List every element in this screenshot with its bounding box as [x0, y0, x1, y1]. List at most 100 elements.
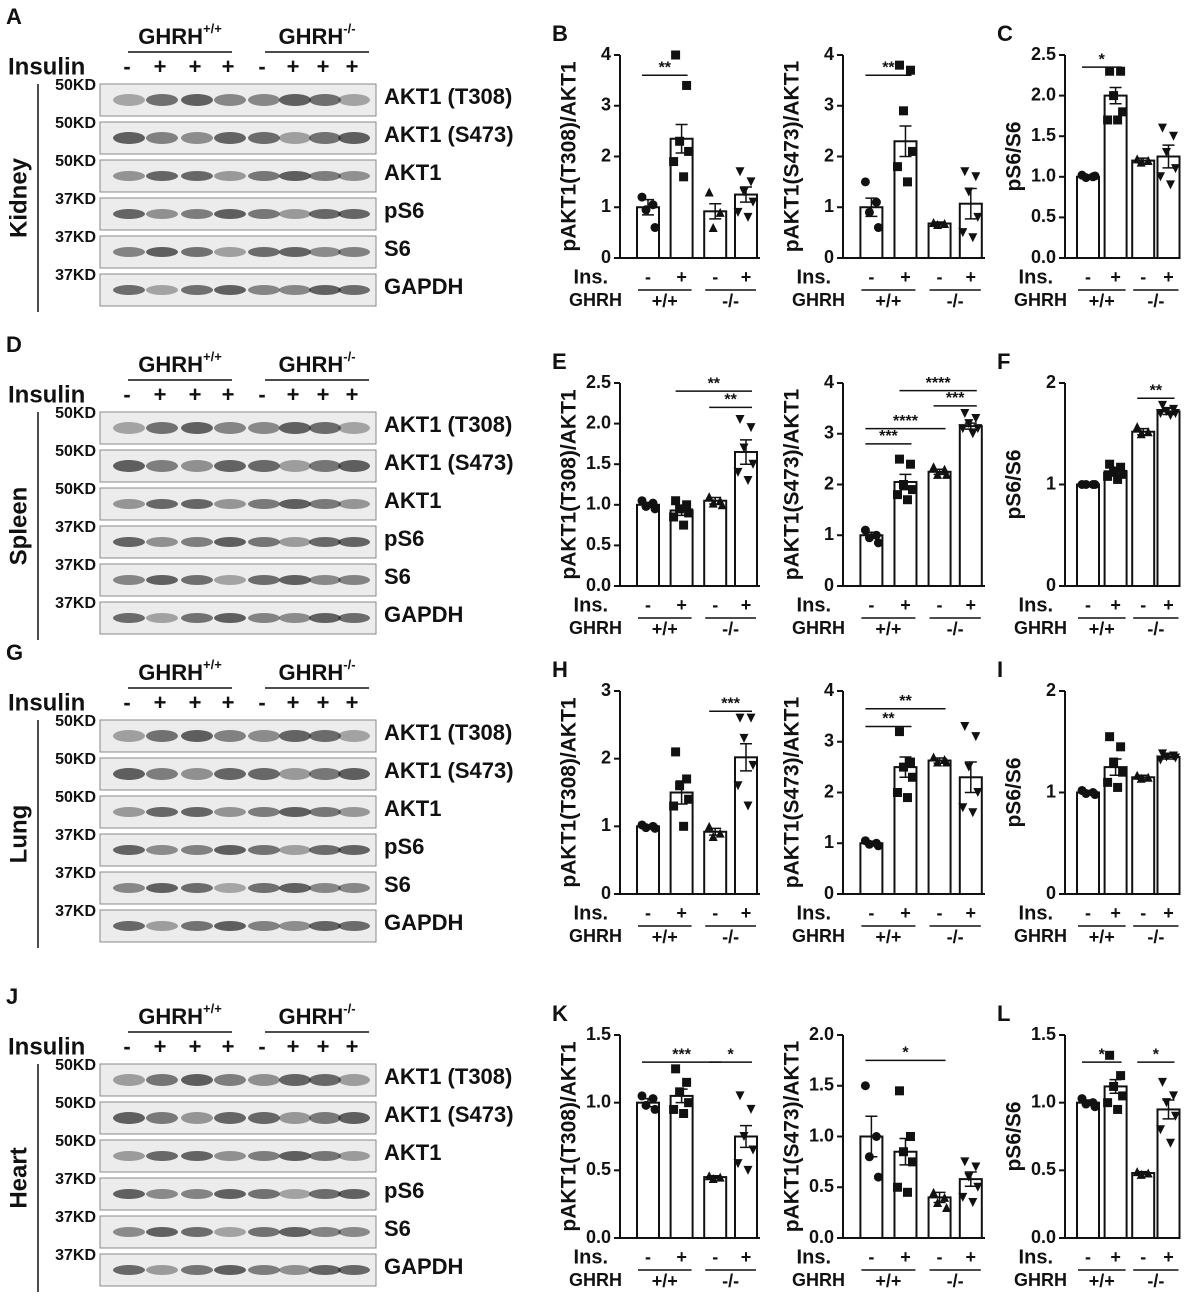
insulin-sign: + — [317, 1034, 330, 1059]
data-point — [1118, 469, 1128, 479]
y-axis-label: pS6/S6 — [1003, 121, 1026, 191]
blot-band — [113, 499, 145, 509]
ins-sign: - — [868, 1247, 874, 1267]
band-label: S6 — [384, 236, 411, 261]
y-tick-label: 2 — [1046, 372, 1056, 392]
y-tick-label: 0 — [824, 575, 834, 595]
insulin-sign: + — [317, 54, 330, 79]
data-point — [873, 1172, 883, 1182]
data-point — [637, 192, 647, 202]
blot-band — [214, 285, 246, 295]
group-genotype: -/- — [343, 657, 355, 672]
data-point — [1166, 1138, 1175, 1148]
blot-band — [214, 1074, 246, 1086]
ins-sign: + — [1163, 267, 1174, 287]
data-point — [748, 1145, 758, 1155]
blot-band — [181, 730, 213, 742]
insulin-sign: + — [222, 54, 235, 79]
genotype-label: +/+ — [652, 291, 678, 311]
bar — [893, 766, 918, 895]
blot-band — [279, 613, 311, 623]
data-point — [1113, 782, 1123, 792]
genotype-label: -/- — [722, 927, 739, 947]
blot-band — [248, 613, 280, 623]
data-point — [894, 1086, 904, 1096]
data-point — [905, 459, 915, 469]
data-point — [1081, 1099, 1091, 1109]
blot-band — [214, 613, 246, 623]
tissue-label: Heart — [5, 1147, 32, 1208]
data-point — [1105, 1050, 1115, 1060]
data-point — [1162, 752, 1171, 762]
blot-band — [248, 883, 280, 893]
data-point — [1158, 123, 1167, 133]
blot-band — [181, 1265, 213, 1275]
blot-band — [214, 845, 246, 855]
genotype-label: +/+ — [875, 291, 901, 311]
data-point — [898, 106, 908, 116]
ins-sign: - — [712, 1247, 718, 1267]
y-tick-label: 3 — [601, 680, 611, 700]
y-tick-label: 4 — [824, 372, 834, 392]
y-tick-label: 1 — [1046, 473, 1056, 493]
y-tick-label: 0.5 — [1031, 1159, 1056, 1179]
y-axis-label: pS6/S6 — [1003, 449, 1026, 519]
ins-sign: + — [1163, 903, 1174, 923]
data-point — [1143, 1168, 1153, 1178]
data-point — [739, 1132, 749, 1141]
kd-marker: 50KD — [55, 1133, 96, 1150]
data-point — [971, 414, 981, 424]
ins-sign: - — [868, 267, 874, 287]
y-tick-label: 4 — [824, 680, 834, 700]
data-point — [1109, 1081, 1119, 1091]
significance-label: * — [1099, 1046, 1106, 1063]
blot-band — [113, 1112, 145, 1124]
significance-label: * — [902, 1045, 909, 1062]
ins-sign: + — [676, 595, 687, 615]
genotype-label: -/- — [722, 1271, 739, 1291]
data-point — [743, 1165, 753, 1175]
data-point — [1116, 462, 1126, 472]
data-point — [1105, 66, 1115, 76]
ins-sign: + — [741, 595, 752, 615]
insulin-sign: + — [287, 54, 300, 79]
data-point — [1158, 400, 1167, 410]
data-point — [942, 469, 952, 479]
data-point — [907, 146, 917, 156]
band-label: pS6 — [384, 198, 424, 223]
insulin-sign: - — [258, 382, 265, 407]
blot-band — [181, 422, 213, 434]
blot-band — [113, 807, 145, 817]
blot-band — [338, 1189, 370, 1199]
data-point — [860, 525, 870, 535]
panel-letter: J — [6, 984, 18, 1009]
y-tick-label: 3 — [601, 95, 611, 115]
insulin-label: Insulin — [8, 689, 85, 716]
data-point — [650, 223, 660, 233]
ins-label: Ins. — [574, 902, 608, 924]
y-tick-label: 0.0 — [586, 1227, 611, 1247]
blot-band — [248, 768, 280, 780]
data-point — [733, 207, 743, 217]
blot-band — [309, 209, 341, 219]
kd-marker: 50KD — [55, 1095, 96, 1112]
y-tick-label: 0 — [824, 247, 834, 267]
ins-sign: + — [900, 1247, 911, 1267]
blot-band — [146, 883, 178, 893]
blot-band — [146, 730, 178, 742]
blot-band — [279, 730, 311, 742]
blot-band — [113, 247, 145, 257]
blot-band — [146, 921, 178, 931]
data-point — [743, 212, 753, 222]
ins-sign: - — [645, 903, 651, 923]
data-point — [958, 424, 968, 434]
bar — [734, 756, 758, 896]
blot-band — [248, 1074, 280, 1086]
blot-band — [214, 575, 246, 585]
y-tick-label: 2.0 — [1031, 84, 1056, 104]
data-point — [864, 533, 874, 543]
group-genotype: +/+ — [203, 1001, 222, 1016]
data-point — [1113, 115, 1123, 125]
blot-band — [146, 499, 178, 509]
